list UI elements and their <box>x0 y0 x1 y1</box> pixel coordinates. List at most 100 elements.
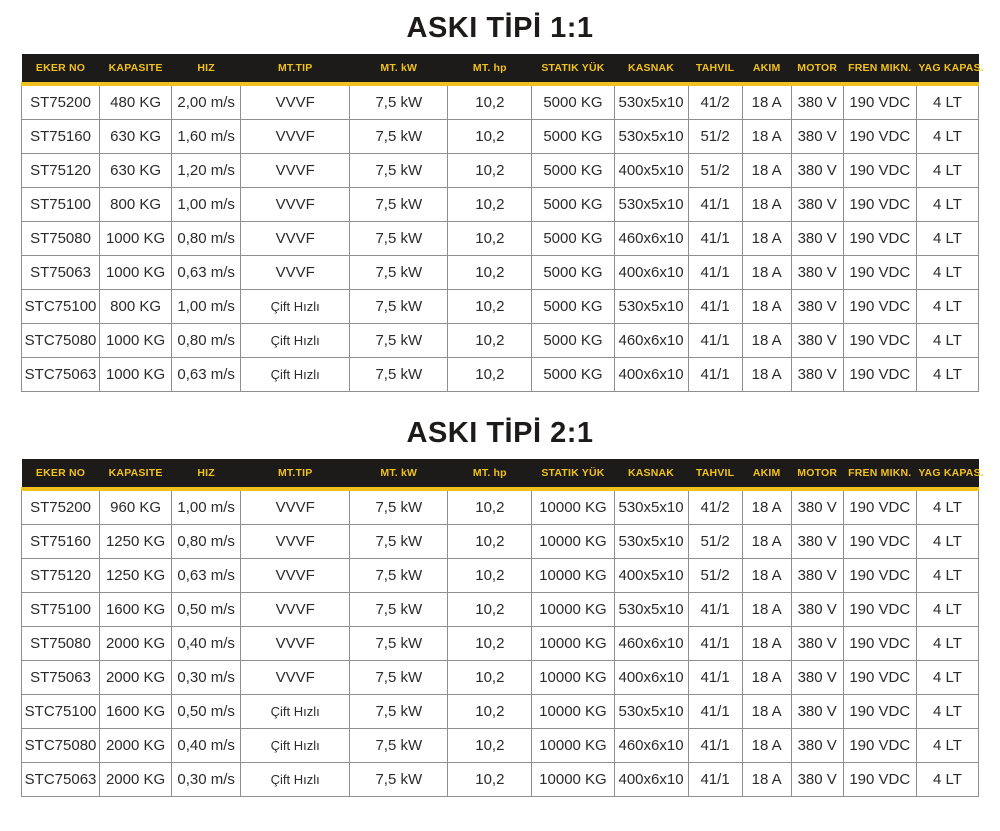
table-cell: 18 A <box>741 83 792 120</box>
table-row: ST75200 480 KG 2,00 m/s VVVF 7,5 kW 10,2 5000 … <box>20 83 980 120</box>
table-cell: 4 LT <box>915 83 980 120</box>
table-cell: 2000 KG <box>99 728 173 763</box>
table-cell: 41/1 <box>687 626 743 661</box>
spec-table-2-1: EKER NO KAPASITE HIZ MT.TIP MT. kW MT. hp STAT… <box>20 459 984 797</box>
column-header: AKIM <box>742 54 792 86</box>
table-cell: 10000 KG <box>531 694 615 729</box>
table-row: ST75063 1000 KG 0,63 m/s VVVF 7,5 kW 10,2 5000… <box>20 255 980 290</box>
table-cell: 190 VDC <box>842 153 917 188</box>
column-header: YAG KAPAS. <box>916 459 984 491</box>
table-cell: ST75200 <box>20 488 101 525</box>
table-cell: 10000 KG <box>531 592 615 627</box>
table-cell: 41/1 <box>687 694 743 729</box>
table-cell: 190 VDC <box>842 119 917 154</box>
table-cell: 10,2 <box>447 694 533 729</box>
table-cell: 10,2 <box>447 289 533 324</box>
table-cell: ST75120 <box>20 153 101 188</box>
table-cell: 380 V <box>790 221 844 256</box>
table-row: ST75160 630 KG 1,60 m/s VVVF 7,5 kW 10,2 5000 … <box>20 119 980 154</box>
table-cell: 10,2 <box>447 592 533 627</box>
table-cell: 380 V <box>790 660 844 695</box>
table-cell: 18 A <box>741 694 792 729</box>
table-cell: 380 V <box>790 357 844 392</box>
table-cell: 10,2 <box>447 323 533 358</box>
table-cell: 800 KG <box>99 289 173 324</box>
table-cell: 18 A <box>741 592 792 627</box>
table-cell: 41/2 <box>687 488 743 525</box>
table-cell: 7,5 kW <box>349 694 449 729</box>
table-cell: 530x5x10 <box>613 694 689 729</box>
table-cell: 4 LT <box>915 524 980 559</box>
table-cell: 10000 KG <box>531 728 615 763</box>
table-cell: VVVF <box>240 153 351 188</box>
table-cell: 190 VDC <box>842 694 917 729</box>
table-cell: 51/2 <box>687 153 743 188</box>
table-cell: 380 V <box>790 524 844 559</box>
table-cell: VVVF <box>240 488 351 525</box>
table-cell: 41/1 <box>687 187 743 222</box>
table-cell: 51/2 <box>687 119 743 154</box>
table-cell: 10,2 <box>447 728 533 763</box>
table-cell: 4 LT <box>915 592 980 627</box>
table-cell: 530x5x10 <box>613 187 689 222</box>
table-cell: 530x5x10 <box>613 119 689 154</box>
table-cell: 18 A <box>741 187 792 222</box>
table-cell: ST75080 <box>20 626 101 661</box>
table-cell: 41/1 <box>687 660 743 695</box>
table-cell: 400x6x10 <box>613 357 689 392</box>
table-cell: 10,2 <box>447 221 533 256</box>
table-cell: 7,5 kW <box>349 488 449 525</box>
table-row: STC75100 1600 KG 0,50 m/s Çift Hızlı 7,5 kW 1… <box>20 694 980 729</box>
table-cell: 0,63 m/s <box>171 255 242 290</box>
table-cell: Çift Hızlı <box>240 289 351 324</box>
table-cell: 400x5x10 <box>613 153 689 188</box>
table-cell: 10000 KG <box>531 762 615 797</box>
table-cell: VVVF <box>240 626 351 661</box>
table-cell: STC75063 <box>20 357 101 392</box>
table-cell: 190 VDC <box>842 323 917 358</box>
table-cell: STC75063 <box>20 762 101 797</box>
table-row: STC75080 1000 KG 0,80 m/s Çift Hızlı 7,5 kW 1… <box>20 323 980 358</box>
table-cell: 0,30 m/s <box>171 660 242 695</box>
table-cell: STC75080 <box>20 728 101 763</box>
table-cell: 4 LT <box>915 153 980 188</box>
table-cell: 400x6x10 <box>613 660 689 695</box>
page-title: ASKI TİPİ 2:1 <box>406 417 594 449</box>
table-cell: 630 KG <box>99 153 173 188</box>
table-cell: 4 LT <box>915 660 980 695</box>
table-cell: 41/1 <box>687 762 743 797</box>
table-cell: ST75063 <box>20 255 101 290</box>
table-cell: 380 V <box>790 83 844 120</box>
table-cell: 2000 KG <box>99 762 173 797</box>
table-cell: VVVF <box>240 119 351 154</box>
table-cell: 41/1 <box>687 221 743 256</box>
spec-table-1-1: EKER NO KAPASITE HIZ MT.TIP MT. kW MT. hp STAT… <box>20 54 984 392</box>
table-cell: 380 V <box>790 255 844 290</box>
table-cell: 4 LT <box>915 119 980 154</box>
table-cell: 380 V <box>790 558 844 593</box>
table-cell: 18 A <box>741 323 792 358</box>
table-cell: 18 A <box>741 558 792 593</box>
table-cell: VVVF <box>240 83 351 120</box>
column-header: KASNAK <box>614 459 689 491</box>
table-cell: 10000 KG <box>531 626 615 661</box>
table-cell: ST75063 <box>20 660 101 695</box>
table-cell: ST75120 <box>20 558 101 593</box>
table-cell: 1600 KG <box>99 592 173 627</box>
table-cell: 4 LT <box>915 558 980 593</box>
table-cell: 480 KG <box>99 83 173 120</box>
table-cell: 7,5 kW <box>349 592 449 627</box>
table-cell: 630 KG <box>99 119 173 154</box>
table-cell: 1,20 m/s <box>171 153 242 188</box>
column-header: MT.TIP <box>240 459 350 491</box>
table-cell: 10,2 <box>447 357 533 392</box>
table-cell: 7,5 kW <box>349 660 449 695</box>
section-aski-tipi-1-1: ASKI TİPİ 1:1 EKER NO KAPASITE HIZ MT.TIP MT… <box>0 0 1000 392</box>
table-cell: 10,2 <box>447 626 533 661</box>
table-cell: 530x5x10 <box>613 83 689 120</box>
table-cell: 1,60 m/s <box>171 119 242 154</box>
table-cell: 41/1 <box>687 255 743 290</box>
table-cell: 10,2 <box>447 762 533 797</box>
table-body: ST75200 480 KG 2,00 m/s VVVF 7,5 kW 10,2 5000 … <box>20 83 980 392</box>
